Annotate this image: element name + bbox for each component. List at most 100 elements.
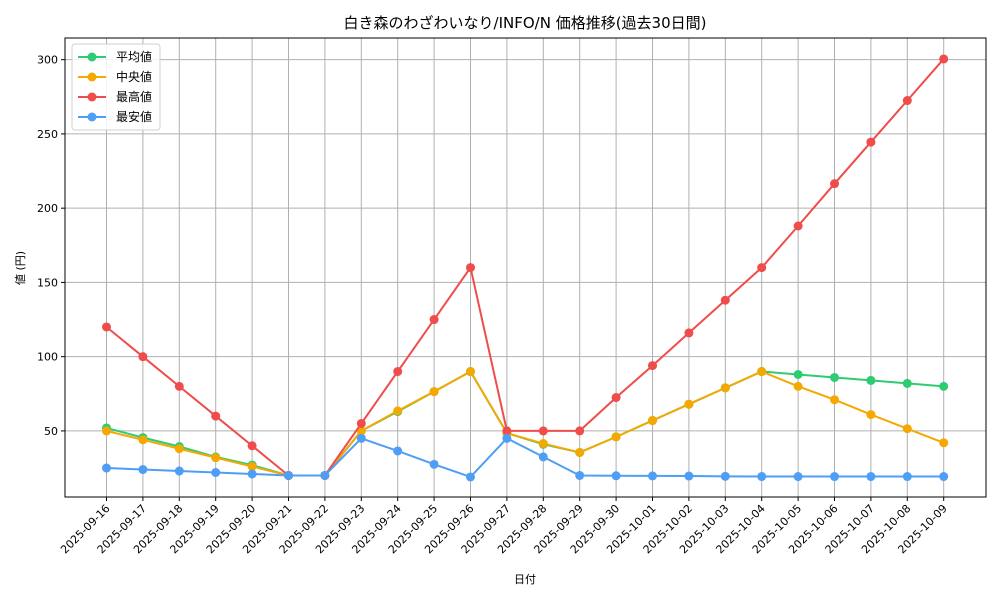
legend-label: 平均値 — [116, 49, 152, 64]
data-point-marker — [720, 383, 730, 393]
data-point-marker — [466, 367, 475, 377]
data-point-marker — [138, 465, 148, 475]
series-2 — [102, 54, 949, 480]
data-point-marker — [684, 399, 694, 409]
data-point-marker — [793, 369, 803, 379]
y-tick-label: 100 — [37, 351, 58, 364]
data-point-marker — [830, 179, 839, 189]
legend-item: 平均値 — [78, 49, 152, 64]
data-point-marker — [830, 395, 839, 405]
data-point-marker — [247, 469, 257, 479]
data-point-marker — [393, 367, 403, 377]
data-point-marker — [174, 444, 184, 454]
data-point-marker — [757, 472, 767, 482]
data-point-marker — [174, 466, 184, 476]
data-point-marker — [429, 459, 439, 469]
legend-label: 最高値 — [116, 89, 152, 104]
data-point-marker — [575, 426, 585, 436]
data-point-marker — [356, 426, 366, 436]
data-point-marker — [648, 416, 657, 426]
data-point-marker — [102, 463, 111, 473]
data-point-marker — [939, 472, 949, 482]
legend-box — [71, 43, 161, 131]
series-line — [106, 437, 944, 478]
data-point-marker — [611, 432, 621, 442]
y-tick-label: 250 — [37, 128, 58, 141]
data-point-marker — [611, 471, 621, 481]
legend-label: 中央値 — [116, 69, 152, 84]
data-point-marker — [939, 54, 949, 64]
legend-marker-icon — [87, 92, 97, 102]
data-point-marker — [211, 453, 221, 463]
data-point-marker — [102, 426, 111, 436]
data-point-marker — [538, 439, 548, 449]
data-point-marker — [575, 447, 585, 457]
series-0 — [102, 367, 949, 480]
legend-marker-icon — [87, 72, 97, 82]
y-tick-label: 200 — [37, 202, 58, 215]
data-point-marker — [466, 472, 475, 482]
legend-item: 最高値 — [78, 89, 152, 104]
data-point-marker — [356, 433, 366, 443]
data-point-marker — [684, 471, 694, 481]
grid-lines — [65, 38, 986, 497]
data-point-marker — [211, 467, 221, 477]
data-point-marker — [138, 435, 148, 445]
data-point-marker — [502, 426, 512, 436]
x-axis-label: 日付 — [514, 573, 536, 586]
data-point-marker — [429, 315, 439, 325]
data-point-marker — [939, 381, 949, 391]
data-point-marker — [502, 433, 512, 443]
data-point-marker — [247, 462, 257, 472]
series-1 — [102, 367, 949, 480]
data-point-marker — [466, 263, 475, 273]
series-3 — [102, 433, 949, 482]
data-point-marker — [720, 471, 730, 481]
data-point-marker — [902, 378, 912, 388]
data-point-marker — [866, 410, 876, 420]
data-point-marker — [684, 328, 694, 338]
y-tick-label: 150 — [37, 276, 58, 289]
legend-marker-icon — [87, 52, 97, 62]
series-layer — [102, 54, 949, 482]
data-point-marker — [138, 352, 148, 362]
data-point-marker — [866, 137, 876, 147]
legend-item: 中央値 — [78, 69, 152, 84]
y-tick-label: 300 — [37, 54, 58, 67]
data-point-marker — [102, 322, 111, 332]
data-point-marker — [866, 472, 876, 482]
legend-label: 最安値 — [116, 109, 152, 124]
data-point-marker — [575, 470, 585, 480]
data-point-marker — [356, 418, 366, 428]
series-line — [105, 58, 945, 477]
data-point-marker — [247, 441, 257, 451]
data-point-marker — [211, 411, 221, 421]
plot-frame — [64, 37, 987, 498]
chart-title: 白き森のわざわいなり/INFO/N 価格推移(過去30日間) — [344, 14, 707, 32]
data-point-marker — [284, 470, 293, 480]
data-point-marker — [611, 393, 621, 403]
data-point-marker — [902, 96, 912, 106]
data-point-marker — [902, 472, 912, 482]
data-point-marker — [939, 438, 949, 448]
data-point-marker — [648, 471, 657, 481]
data-point-marker — [648, 361, 657, 371]
series-line — [106, 370, 944, 477]
data-point-marker — [902, 424, 912, 434]
legend-item: 最安値 — [78, 109, 152, 124]
data-point-marker — [793, 221, 803, 231]
data-point-marker — [793, 472, 803, 482]
data-point-marker — [429, 387, 439, 397]
y-axis-label: 値 (円) — [14, 251, 27, 285]
data-point-marker — [720, 295, 730, 305]
data-point-marker — [538, 426, 548, 436]
data-point-marker — [757, 367, 767, 377]
x-axis: 2025-09-162025-09-172025-09-182025-09-19… — [58, 497, 950, 556]
data-point-marker — [757, 263, 767, 273]
y-axis: 50 100 150 200 250 300 — [37, 54, 65, 438]
data-point-marker — [866, 375, 876, 385]
data-point-marker — [538, 452, 548, 462]
